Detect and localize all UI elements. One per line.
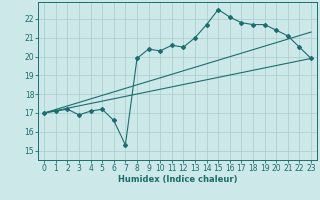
X-axis label: Humidex (Indice chaleur): Humidex (Indice chaleur) <box>118 175 237 184</box>
